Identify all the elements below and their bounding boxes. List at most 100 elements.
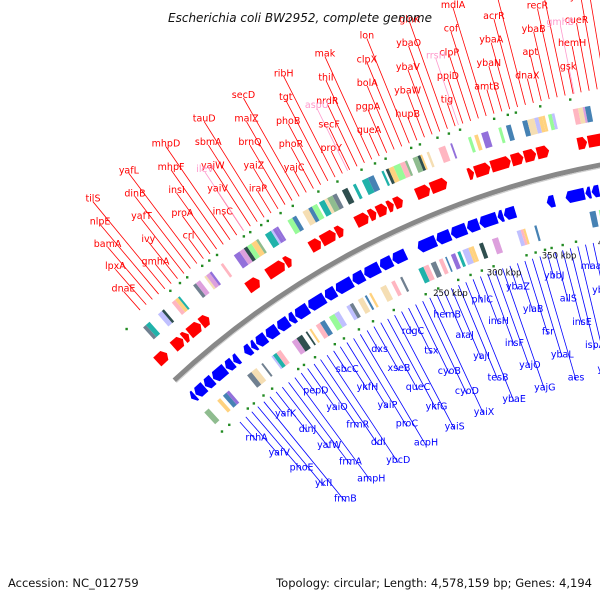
reverse-gene-label: ykfH: [357, 382, 379, 393]
gene-arrow: [428, 177, 448, 195]
reverse-gene-label: fsr: [542, 327, 554, 338]
cog-block: [272, 227, 285, 244]
gc-mark: [574, 240, 578, 243]
forward-gene-label: sbmA: [195, 137, 222, 148]
gene-arrow: [277, 315, 292, 332]
leader-line: [394, 315, 455, 430]
leader-line: [263, 401, 346, 502]
leader-line: [325, 80, 365, 163]
forward-gene-label: nrdR: [316, 96, 339, 107]
leader-line: [366, 330, 380, 353]
cog-block: [412, 156, 424, 173]
leader-line: [92, 201, 166, 290]
cog-block: [341, 187, 355, 205]
rna-gene-label: gmhB: [546, 17, 574, 28]
reverse-gene-label: frmA: [339, 457, 362, 468]
cog-block: [311, 203, 325, 221]
gene-arrow: [522, 148, 537, 163]
cog-block: [328, 313, 343, 331]
gc-mark: [371, 320, 375, 323]
gene-arrow: [308, 292, 328, 311]
gc-mark: [169, 289, 172, 293]
gene-arrow: [352, 269, 367, 285]
cog-block: [222, 392, 237, 408]
gene-arrow: [264, 260, 285, 280]
leader-line: [407, 93, 425, 138]
leader-line: [458, 285, 499, 381]
leader-line: [422, 301, 468, 395]
cog-block: [315, 322, 329, 339]
gc-mark: [437, 287, 440, 290]
forward-gene-label: ybaV: [396, 62, 420, 73]
leader-line: [524, 260, 549, 335]
gc-mark: [186, 276, 189, 279]
reverse-gene-label: xseB: [388, 363, 411, 374]
gc-mark: [539, 105, 542, 108]
leader-line: [554, 252, 569, 302]
cog-block: [584, 105, 594, 123]
cog-block: [161, 309, 175, 324]
gene-arrow: [379, 255, 395, 271]
gene-arrow: [479, 211, 499, 229]
kbp-tick-label: 350 kbp: [542, 251, 577, 261]
leader-line: [452, 7, 487, 117]
reverse-gene-label: dxs: [371, 344, 388, 355]
forward-gene-label: tgt: [279, 92, 293, 103]
cog-block: [305, 331, 316, 346]
gc-mark: [457, 278, 460, 282]
reverse-gene-label: ylaB: [523, 304, 544, 315]
cog-block: [357, 297, 371, 314]
cog-block: [577, 107, 586, 124]
leader-line: [415, 304, 450, 374]
cog-block: [381, 170, 391, 187]
gc-mark: [342, 337, 346, 340]
cog-block: [292, 215, 305, 232]
gene-arrow: [353, 212, 369, 228]
cog-block: [491, 237, 504, 255]
leader-line: [269, 396, 286, 417]
leader-line: [580, 0, 598, 90]
forward-gene-label: clpP: [439, 47, 459, 58]
gc-mark: [360, 168, 363, 171]
leader-line: [366, 62, 403, 147]
cog-block: [467, 136, 476, 153]
reverse-gene-label: pepD: [303, 385, 328, 396]
reverse-gene-label: frmB: [334, 494, 357, 505]
leader-line: [287, 123, 321, 185]
forward-gene-label: yaiZ: [244, 161, 265, 172]
leader-line: [324, 56, 373, 160]
gene-arrow: [417, 234, 439, 253]
forward-gene-label: yajC: [284, 163, 305, 174]
gc-mark: [469, 273, 472, 277]
forward-gene-ring: [153, 133, 600, 367]
cog-block: [145, 321, 161, 337]
forward-gene-label: dnaX: [515, 71, 540, 82]
leader-line: [497, 0, 526, 105]
cog-block: [204, 275, 216, 290]
cog-block: [505, 124, 515, 142]
cog-block: [256, 238, 267, 254]
reverse-gene-label: dinJ: [299, 424, 317, 435]
leader-line: [436, 294, 448, 318]
cog-block: [195, 280, 210, 296]
gc-mark: [492, 117, 496, 121]
leader-line: [569, 248, 596, 349]
forward-gene-label: yafL: [119, 165, 140, 176]
cog-block: [385, 168, 395, 185]
cog-block: [470, 245, 480, 263]
cog-block: [346, 304, 358, 321]
gc-mark: [313, 356, 317, 359]
gene-arrow: [436, 229, 453, 245]
forward-gene-label: lpxA: [105, 261, 126, 272]
forward-gene-label: tilS: [85, 194, 100, 205]
leader-line: [435, 58, 459, 126]
gene-arrow: [179, 331, 190, 344]
gc-mark: [534, 251, 537, 254]
cog-block: [481, 131, 493, 149]
leader-line: [509, 265, 519, 290]
gc-mark: [228, 423, 231, 427]
forward-gene-label: gsk: [560, 61, 577, 72]
reverse-gene-label: araJ: [455, 330, 473, 341]
leader-line: [429, 297, 485, 416]
cog-block: [547, 113, 556, 131]
